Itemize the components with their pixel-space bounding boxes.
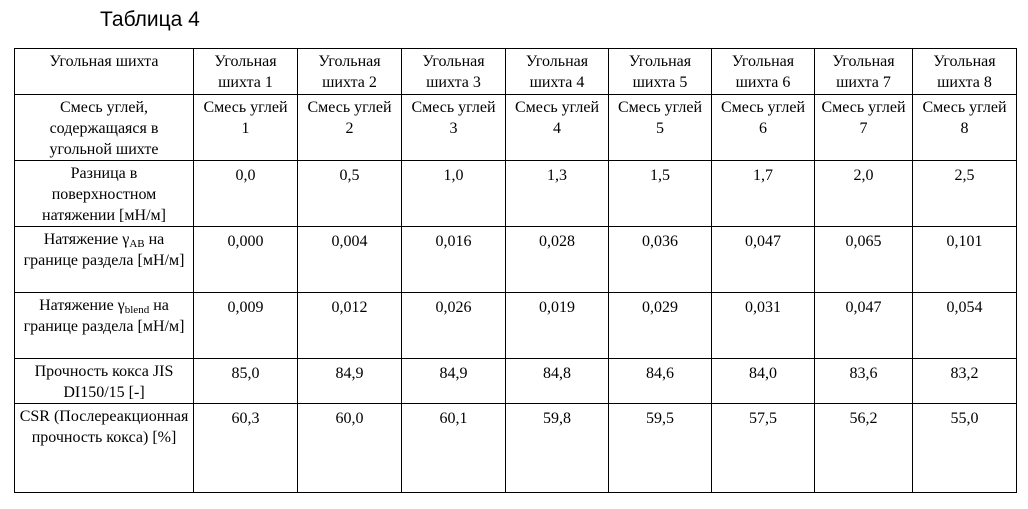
table-row: Разница в поверхностном натяжении [мН/м]… [14, 160, 1017, 227]
column-header: Угольная шихта 4 [505, 48, 609, 95]
table-cell: 60,1 [401, 403, 506, 493]
data-table: Угольная шихта Угольная шихта 1 Угольная ш… [14, 48, 1017, 493]
column-header: Угольная шихта 8 [912, 48, 1017, 95]
table-cell: 0,012 [297, 292, 402, 359]
table-cell: 83,6 [814, 358, 913, 404]
column-header: Угольная шихта 2 [297, 48, 402, 95]
table-cell: 84,9 [297, 358, 402, 404]
table-cell: 0,016 [401, 226, 506, 293]
label-text: на границе раздела [мН/м] [23, 231, 185, 269]
label-text: Натяжение γ [39, 297, 125, 314]
table-cell: 0,019 [505, 292, 609, 359]
row-label: Натяжение γAB на границе раздела [мН/м] [14, 226, 194, 293]
table-row: Прочность кокса JIS DI150/15 [-] 85,0 84,9… [14, 358, 1017, 404]
table-row: Натяжение γAB на границе раздела [мН/м] 0… [14, 226, 1017, 293]
label-subscript: blend [124, 304, 150, 316]
row-label: CSR (Послереакционная прочность кокса) [… [14, 403, 194, 493]
column-header: Угольная шихта 3 [401, 48, 506, 95]
table-cell: Смесь углей 7 [814, 94, 913, 161]
column-header: Угольная шихта 6 [711, 48, 815, 95]
table-cell: 0,028 [505, 226, 609, 293]
table-cell: 0,5 [297, 160, 402, 227]
column-header: Угольная шихта 1 [193, 48, 298, 95]
column-header: Угольная шихта 5 [608, 48, 712, 95]
table-cell: 0,054 [912, 292, 1017, 359]
row-label: Угольная шихта [14, 48, 194, 95]
table-cell: 1,5 [608, 160, 712, 227]
table-cell: 0,047 [711, 226, 815, 293]
table-cell: 1,3 [505, 160, 609, 227]
table-cell: 56,2 [814, 403, 913, 493]
table-cell: 0,101 [912, 226, 1017, 293]
table-cell: 83,2 [912, 358, 1017, 404]
table-cell: 1,7 [711, 160, 815, 227]
table-cell: Смесь углей 6 [711, 94, 815, 161]
table-cell: 1,0 [401, 160, 506, 227]
label-text: на границе раздела [мН/м] [23, 297, 185, 335]
table-cell: 0,004 [297, 226, 402, 293]
table-cell: 84,6 [608, 358, 712, 404]
table-cell: Смесь углей 5 [608, 94, 712, 161]
table-cell: 0,026 [401, 292, 506, 359]
table-cell: 60,3 [193, 403, 298, 493]
table-caption: Таблица 4 [100, 8, 200, 31]
table-cell: 84,9 [401, 358, 506, 404]
row-label: Смесь углей, содержащаяся в угольной ших… [14, 94, 194, 161]
row-label: Разница в поверхностном натяжении [мН/м] [14, 160, 194, 227]
table-cell: Смесь углей 1 [193, 94, 298, 161]
label-text: Натяжение γ [43, 231, 130, 248]
table-row: Натяжение γblend на границе раздела [мН/… [14, 292, 1017, 359]
table-cell: Смесь углей 4 [505, 94, 609, 161]
table-cell: 0,047 [814, 292, 913, 359]
table-cell: 0,009 [193, 292, 298, 359]
table-cell: 0,065 [814, 226, 913, 293]
table-cell: Смесь углей 8 [912, 94, 1017, 161]
column-header: Угольная шихта 7 [814, 48, 913, 95]
table-cell: 55,0 [912, 403, 1017, 493]
table-cell: 2,0 [814, 160, 913, 227]
table-row: CSR (Послереакционная прочность кокса) [… [14, 403, 1017, 493]
table-row: Смесь углей, содержащаяся в угольной ших… [14, 94, 1017, 161]
table-cell: Смесь углей 3 [401, 94, 506, 161]
table-cell: 60,0 [297, 403, 402, 493]
table-cell: 59,8 [505, 403, 609, 493]
table-cell: Смесь углей 2 [297, 94, 402, 161]
table-row: Угольная шихта Угольная шихта 1 Угольная ш… [14, 48, 1017, 95]
table-cell: 84,8 [505, 358, 609, 404]
table-cell: 0,029 [608, 292, 712, 359]
table-cell: 0,0 [193, 160, 298, 227]
row-label: Прочность кокса JIS DI150/15 [-] [14, 358, 194, 404]
row-label: Натяжение γblend на границе раздела [мН/… [14, 292, 194, 359]
table-cell: 57,5 [711, 403, 815, 493]
table-cell: 85,0 [193, 358, 298, 404]
table-cell: 59,5 [608, 403, 712, 493]
label-subscript: AB [129, 238, 145, 250]
table-cell: 0,031 [711, 292, 815, 359]
table-cell: 0,000 [193, 226, 298, 293]
table-cell: 84,0 [711, 358, 815, 404]
table-cell: 0,036 [608, 226, 712, 293]
table-cell: 2,5 [912, 160, 1017, 227]
